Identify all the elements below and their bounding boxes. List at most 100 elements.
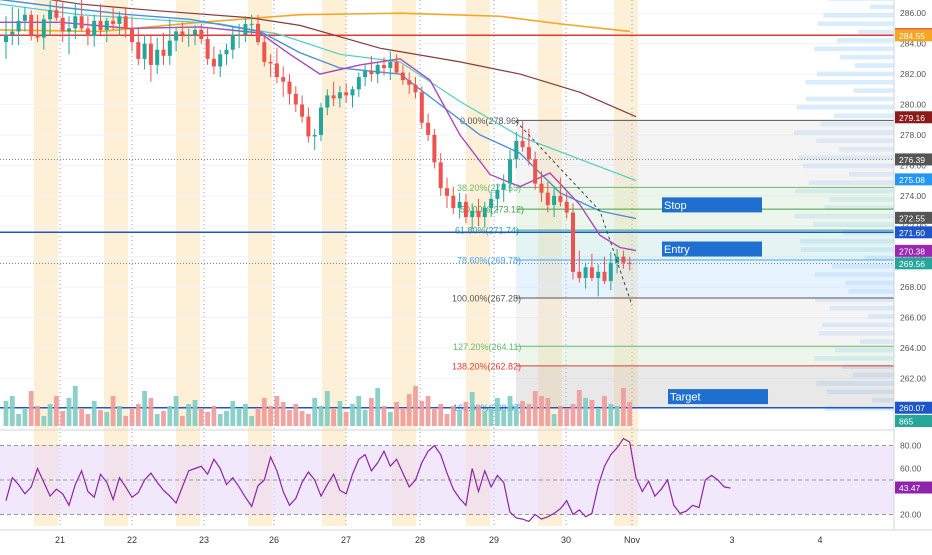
- candle-body: [514, 141, 519, 160]
- annotation-target[interactable]: Target: [668, 389, 768, 405]
- rsi-tick-label: 60.00: [900, 464, 922, 474]
- price-badge-label: 271.60: [899, 228, 925, 238]
- candle-body: [451, 195, 456, 208]
- candle-body: [552, 195, 557, 205]
- volume-profile-bar: [853, 88, 894, 93]
- annotation-label: Target: [670, 392, 701, 404]
- fib-label: 138.20%(262.82): [452, 361, 521, 371]
- price-tick-label: 284.00: [900, 39, 926, 49]
- volume-profile-bar: [794, 130, 894, 135]
- annotation-box[interactable]: [662, 241, 762, 257]
- candle-body: [193, 29, 197, 35]
- candle-body: [306, 116, 311, 137]
- candle-body: [470, 211, 475, 218]
- candle-body: [262, 42, 267, 62]
- volume-bar: [627, 402, 633, 426]
- volume-profile-bar: [814, 46, 894, 52]
- candle-body: [463, 201, 468, 218]
- rsi-tick-label: 80.00: [900, 441, 922, 451]
- volume-bar: [501, 410, 507, 426]
- price-badge: 865: [895, 415, 932, 427]
- candle-body: [413, 84, 418, 93]
- volume-bar: [331, 408, 336, 426]
- volume-profile-bar: [872, 397, 894, 403]
- candle-body: [602, 271, 607, 281]
- volume-bar: [564, 408, 570, 426]
- price-badge-bg: [895, 415, 932, 427]
- price-tick-label: 278.00: [900, 130, 926, 140]
- fib-zone: [516, 120, 894, 188]
- volume-bar: [602, 396, 607, 426]
- ma-200-line: [0, 12, 631, 33]
- volume-bar: [387, 412, 393, 426]
- volume-profile-bar: [839, 54, 894, 60]
- candle-body: [136, 42, 141, 59]
- ma-9-line: [0, 21, 637, 252]
- volume-profile-bar: [794, 213, 894, 219]
- volume-bar: [589, 400, 595, 426]
- time-tick-label: 4: [817, 535, 822, 545]
- price-badge: 272.55: [895, 211, 932, 224]
- price-badge-label: 275.08: [899, 175, 925, 185]
- price-badge-bg: [895, 244, 932, 257]
- volume-profile-bar: [800, 238, 894, 244]
- rsi-badge: 43.47: [895, 481, 932, 494]
- candle-body: [363, 71, 368, 78]
- volume-bar: [255, 408, 261, 426]
- volume-profile-bar: [795, 188, 894, 194]
- candle-body: [508, 159, 512, 184]
- volume-bar: [362, 410, 368, 426]
- candle-body: [615, 256, 620, 263]
- price-badge-label: 269.56: [899, 259, 925, 269]
- candle-body: [4, 34, 8, 43]
- volume-bars: [3, 386, 633, 426]
- volume-profile-bar: [824, 205, 894, 211]
- candle-body: [218, 54, 223, 67]
- axis-bg: [894, 0, 932, 550]
- volume-profile-bar: [818, 330, 894, 336]
- annotation-box[interactable]: [668, 389, 768, 405]
- candle-body: [489, 198, 494, 208]
- annotation-entry[interactable]: Entry: [662, 241, 762, 257]
- candle-body: [627, 262, 632, 264]
- time-tick-label: Nov: [624, 535, 641, 545]
- volume-bar: [72, 386, 78, 426]
- time-tick-label: 3: [729, 535, 734, 545]
- candle-body: [281, 77, 286, 82]
- volume-bar: [230, 401, 236, 426]
- candle-body: [224, 49, 229, 55]
- candle-body: [54, 10, 59, 18]
- volume-bar: [488, 408, 494, 426]
- candle-body: [161, 49, 166, 56]
- volume-profile-bar: [812, 222, 894, 227]
- volume-bar: [47, 404, 53, 426]
- price-badge-label: 272.55: [899, 213, 925, 223]
- volume-bar: [117, 406, 122, 426]
- candle-body: [60, 17, 65, 32]
- volume-profile-bar: [806, 96, 894, 102]
- volume-profile-bar: [836, 38, 894, 43]
- fib-label: 50.00%(273.12): [460, 205, 524, 215]
- candle-body: [287, 81, 292, 94]
- candle-body: [577, 271, 582, 278]
- candle-body: [104, 20, 109, 30]
- annotation-label: Entry: [664, 244, 690, 256]
- volume-bar: [28, 391, 34, 426]
- candle-body: [558, 195, 563, 202]
- volume-bar: [91, 401, 97, 426]
- annotation-stop[interactable]: Stop: [662, 197, 762, 213]
- volume-bar: [129, 408, 135, 426]
- volume-bar: [110, 396, 116, 426]
- volume-bar: [135, 404, 141, 426]
- candle-body: [293, 93, 298, 105]
- volume-bar: [22, 408, 28, 426]
- volume-bar: [539, 396, 544, 426]
- volume-bar: [180, 416, 185, 426]
- annotation-box[interactable]: [662, 197, 762, 213]
- candle-body: [41, 19, 46, 38]
- volume-bar: [85, 414, 91, 426]
- candle-body: [243, 23, 248, 35]
- candle-body: [73, 16, 78, 29]
- price-badge: 269.56: [895, 257, 932, 270]
